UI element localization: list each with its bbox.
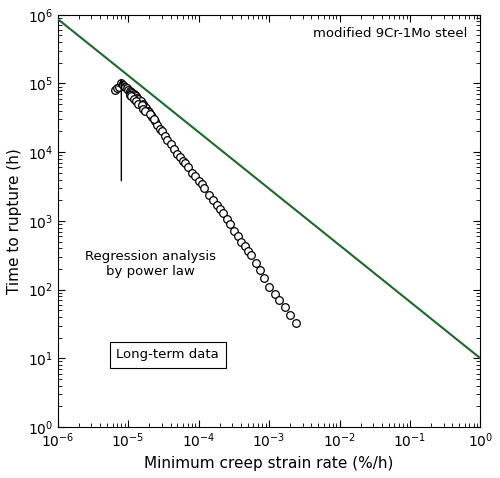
Text: modified 9Cr-1Mo steel: modified 9Cr-1Mo steel [314, 27, 468, 40]
Y-axis label: Time to rupture (h): Time to rupture (h) [7, 148, 22, 294]
Text: Long-term data: Long-term data [116, 348, 219, 361]
X-axis label: Minimum creep strain rate (%/h): Minimum creep strain rate (%/h) [144, 456, 394, 471]
Text: Regression analysis
by power law: Regression analysis by power law [85, 250, 216, 278]
